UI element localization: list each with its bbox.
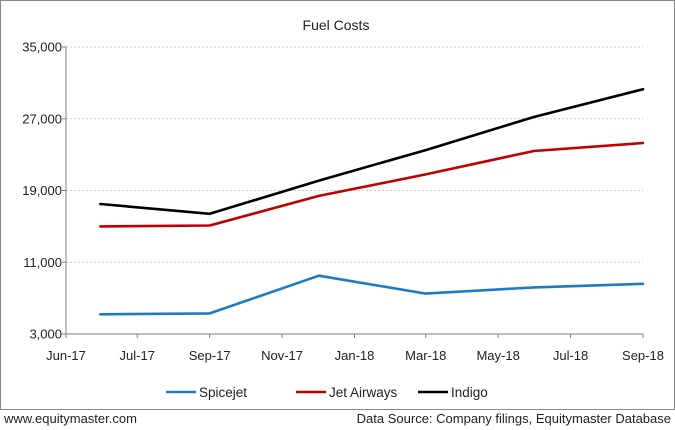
x-tick-label-5: Mar-18 — [405, 348, 446, 363]
fuel-costs-chart: Fuel Costs 3,000 11,000 19,000 27,000 35,000… — [22, 17, 664, 400]
x-tick-label-6: May-18 — [476, 348, 519, 363]
legend-label-indigo: Indigo — [451, 385, 488, 400]
series-line-spicejet — [99, 274, 645, 316]
x-tick-label-2: Sep-17 — [189, 348, 231, 363]
x-axis-ticks: Jun-17 Jul-17 Sep-17 Nov-17 Jan-18 Mar-18 May-… — [46, 334, 664, 363]
y-tick-label-0: 3,000 — [29, 327, 62, 342]
chart-title: Fuel Costs — [303, 17, 370, 33]
legend-label-spicejet: Spicejet — [199, 385, 247, 400]
x-tick-label-7: Jul-18 — [553, 348, 588, 363]
gridlines — [66, 46, 643, 263]
x-tick-label-4: Jan-18 — [335, 348, 375, 363]
y-tick-label-2: 19,000 — [22, 183, 62, 198]
y-tick-label-4: 35,000 — [22, 40, 62, 55]
y-axis-ticks: 3,000 11,000 19,000 27,000 35,000 — [22, 40, 66, 342]
footer-data-source: Data Source: Company filings, Equitymast… — [356, 411, 671, 426]
x-tick-label-1: Jul-17 — [120, 348, 155, 363]
y-tick-label-3: 27,000 — [22, 111, 62, 126]
footer-website: www.equitymaster.com — [4, 411, 137, 426]
legend: Spicejet Jet Airways Indigo — [166, 385, 488, 400]
series-line-indigo — [99, 87, 645, 216]
legend-label-jet-airways: Jet Airways — [329, 385, 398, 400]
series-line-jet-airways — [99, 141, 645, 228]
series-lines — [99, 87, 645, 316]
y-tick-label-1: 11,000 — [23, 255, 62, 270]
x-tick-label-3: Nov-17 — [261, 348, 303, 363]
footer: www.equitymaster.com Data Source: Compan… — [0, 409, 675, 430]
x-tick-label-8: Sep-18 — [622, 348, 664, 363]
x-tick-label-0: Jun-17 — [46, 348, 86, 363]
